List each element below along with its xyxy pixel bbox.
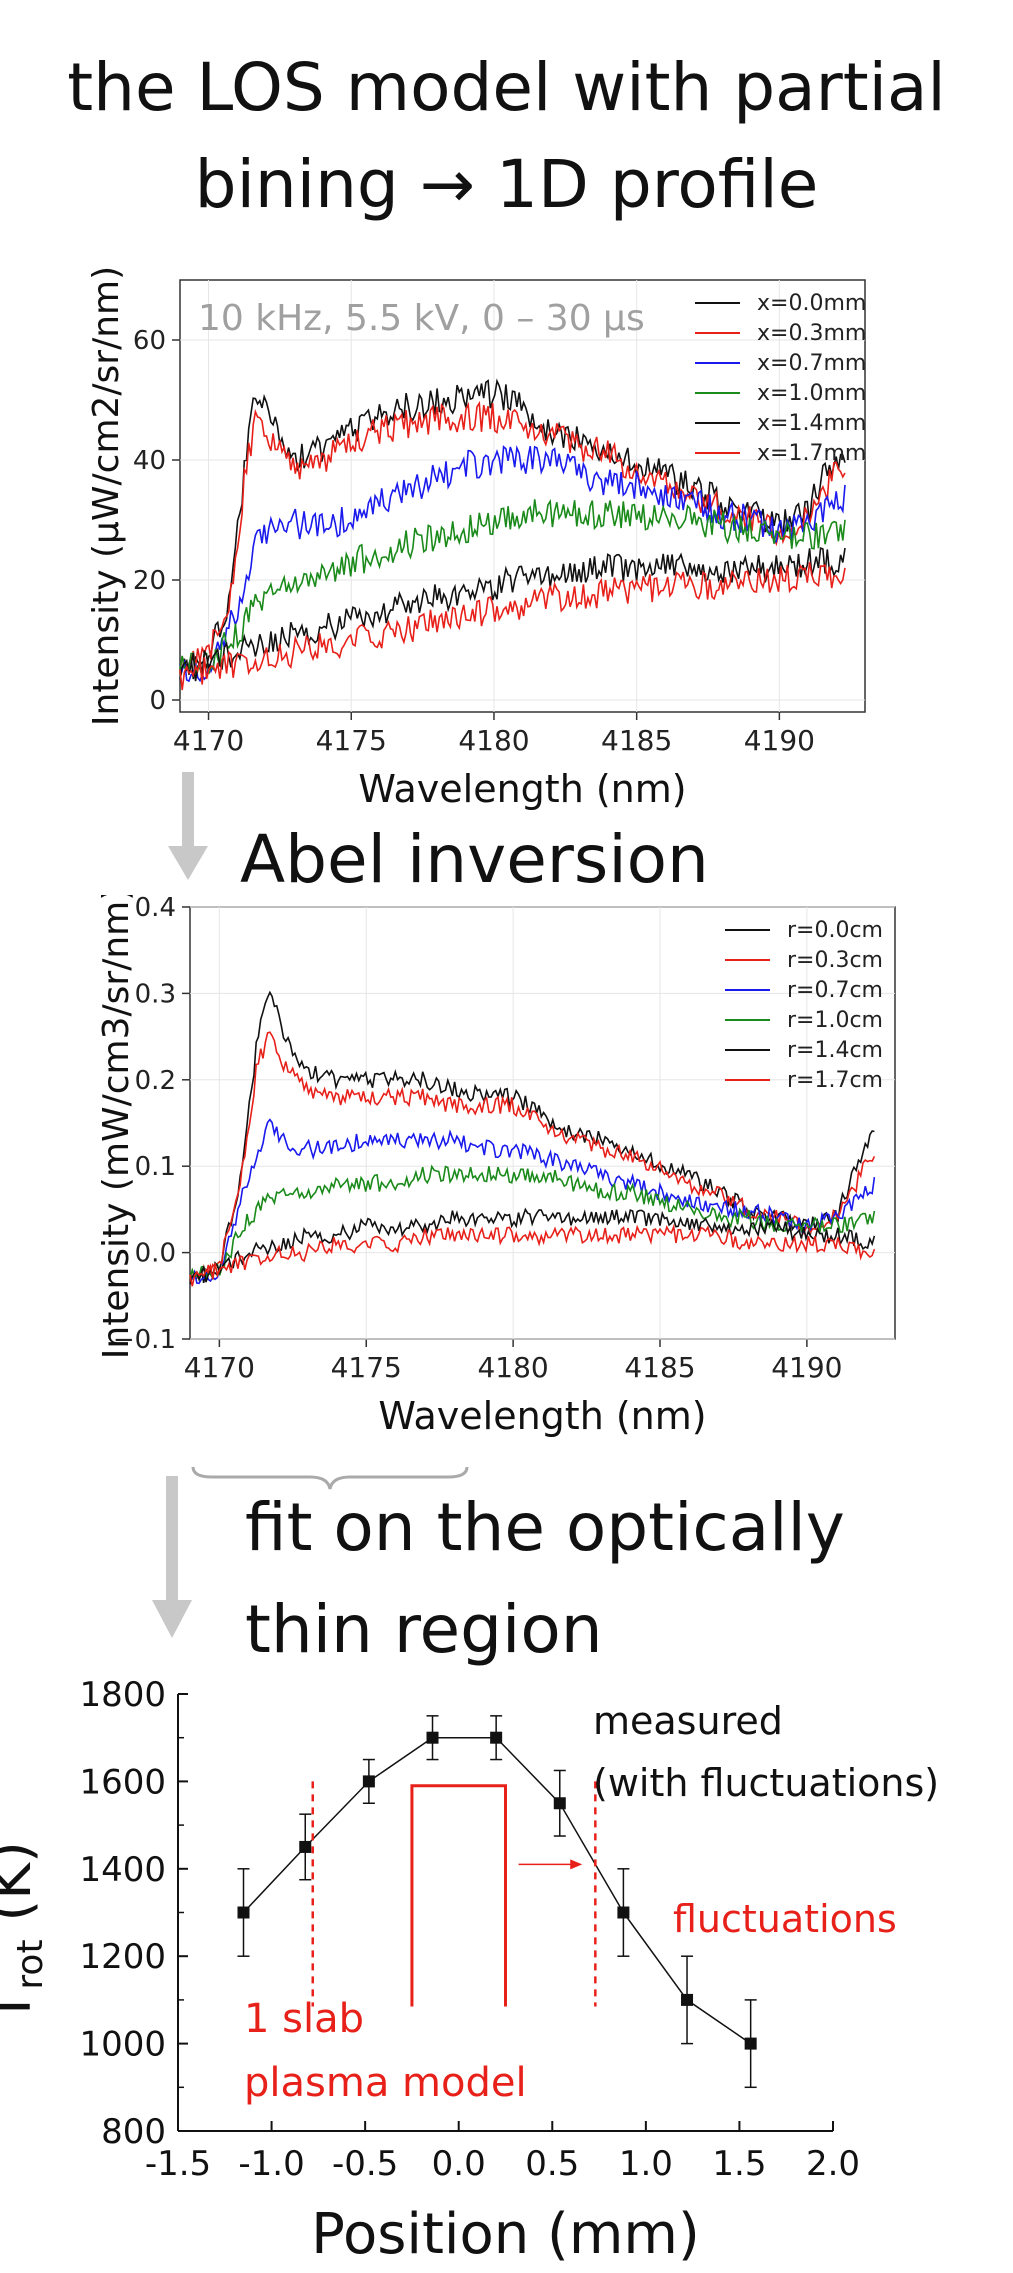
x-tick-label: 4190 xyxy=(771,1351,842,1384)
x-tick-label: -1.5 xyxy=(145,2144,211,2184)
data-point xyxy=(744,2037,757,2050)
x-tick-label: 4180 xyxy=(458,724,529,757)
measured-label-2: (with fluctuations) xyxy=(593,1761,939,1805)
series-line xyxy=(189,990,875,1285)
legend-label: r=1.7cm xyxy=(787,1068,883,1093)
legend-label: r=1.4cm xyxy=(787,1038,883,1063)
condition-annotation: 10 kHz, 5.5 kV, 0 – 30 μs xyxy=(198,298,645,339)
x-tick-label: 0.5 xyxy=(525,2144,579,2184)
legend-label: r=0.3cm xyxy=(787,948,883,973)
y-tick-label: 1400 xyxy=(79,1850,166,1890)
arrow-head-icon xyxy=(570,1859,583,1870)
legend-label: x=1.7mm xyxy=(757,441,866,466)
data-point xyxy=(681,1993,694,2006)
abel-inversion-label: Abel inversion xyxy=(240,821,709,898)
y-tick-label: 60 xyxy=(133,326,166,356)
y-tick-label: 0.3 xyxy=(135,979,176,1009)
y-tick-label: 0.1 xyxy=(135,1152,176,1182)
y-tick-label: 0.0 xyxy=(135,1239,176,1269)
y-axis-label-sub: rot xyxy=(10,1939,51,1989)
x-tick-label: 4175 xyxy=(331,1351,402,1384)
data-point xyxy=(490,1731,503,1744)
x-tick-label: 4185 xyxy=(601,724,672,757)
series-line xyxy=(179,499,846,677)
legend-label: x=1.4mm xyxy=(757,411,866,436)
x-tick-label: 4190 xyxy=(744,724,815,757)
rotational-temperature-chart: -1.5 -1.0 -0.5 0.0 0.5 1.0 1.5 2.0 800 1000 1200 14… xyxy=(0,1675,939,2267)
legend-label: x=0.3mm xyxy=(757,321,866,346)
x-tick-label: 4170 xyxy=(173,724,244,757)
y-tick-label: 800 xyxy=(101,2112,166,2152)
measured-label-1: measured xyxy=(593,1699,783,1743)
data-point xyxy=(299,1840,312,1853)
legend-label: r=0.7cm xyxy=(787,978,883,1003)
y-tick-label: −0.1 xyxy=(113,1325,176,1355)
y-axis-label-main: T xyxy=(0,1989,44,2025)
title-line-2: bining → 1D profile xyxy=(194,146,819,223)
y-tick-label: 0 xyxy=(149,686,166,716)
x-tick-label: -1.0 xyxy=(238,2144,304,2184)
fit-label-line-1: fit on the optically xyxy=(245,1489,845,1566)
y-tick-label: 1000 xyxy=(79,2025,166,2065)
legend-label: x=0.7mm xyxy=(757,351,866,376)
legend-label: r=0.0cm xyxy=(787,918,883,943)
region-bracket xyxy=(191,1466,469,1490)
x-tick-label: -0.5 xyxy=(332,2144,398,2184)
fit-label-line-2: thin region xyxy=(245,1591,603,1668)
y-tick-label: 1800 xyxy=(79,1675,166,1715)
series-line xyxy=(189,1223,876,1287)
x-axis-label: Position (mm) xyxy=(311,2202,700,2267)
y-tick-label: 0.2 xyxy=(135,1066,176,1096)
series-line xyxy=(179,562,846,691)
y-axis-label: Intensity (μW/cm2/sr/nm) xyxy=(86,268,127,726)
plot-area xyxy=(179,279,866,713)
legend-label: x=0.0mm xyxy=(757,291,866,316)
y-axis-label: Trot (K) xyxy=(0,1841,51,2025)
down-arrow-icon xyxy=(152,1476,192,1638)
legend-label: r=1.0cm xyxy=(787,1008,883,1033)
legend-label: x=1.0mm xyxy=(757,381,866,406)
abel-inverted-spectrum-chart: 4170 4175 4180 4185 4190 −0.1 0.0 0.1 0.2 0.3 0.4 W… xyxy=(96,895,896,1438)
y-tick-label: 0.4 xyxy=(135,895,176,923)
series-line xyxy=(189,1207,876,1283)
data-point xyxy=(237,1906,250,1919)
x-tick-label: 1.0 xyxy=(619,2144,673,2184)
series-line xyxy=(179,400,846,674)
down-arrow-icon xyxy=(168,772,208,880)
y-tick-label: 20 xyxy=(133,566,166,596)
y-tick-label: 1200 xyxy=(79,1937,166,1977)
x-tick-label: 2.0 xyxy=(806,2144,860,2184)
x-tick-label: 1.5 xyxy=(712,2144,766,2184)
y-tick-label: 1600 xyxy=(79,1762,166,1802)
plot-area xyxy=(189,906,896,1340)
series-line xyxy=(179,444,846,683)
data-point xyxy=(426,1731,439,1744)
x-tick-label: 0.0 xyxy=(432,2144,486,2184)
data-point xyxy=(617,1906,630,1919)
y-axis-label: Intensity (mW/cm3/sr/nm) xyxy=(96,895,137,1359)
title-line-1: the LOS model with partial xyxy=(67,49,946,126)
data-point xyxy=(553,1797,566,1810)
slab-label-2: plasma model xyxy=(244,2060,527,2106)
los-spectrum-chart: 4170 4175 4180 4185 4190 0 20 40 60 Wavelength (n… xyxy=(86,268,866,811)
fluctuations-label: fluctuations xyxy=(673,1897,897,1941)
x-axis-label: Wavelength (nm) xyxy=(378,1394,706,1438)
slab-model-profile xyxy=(410,1784,507,2007)
slab-label-1: 1 slab xyxy=(244,1996,364,2042)
series-line xyxy=(189,1031,876,1281)
series-line xyxy=(179,547,846,682)
data-point xyxy=(362,1775,375,1788)
y-axis-label-unit: (K) xyxy=(0,1841,44,1939)
x-tick-label: 4170 xyxy=(184,1351,255,1384)
x-tick-label: 4185 xyxy=(624,1351,695,1384)
x-tick-label: 4175 xyxy=(316,724,387,757)
series-line xyxy=(189,1164,876,1281)
y-tick-label: 40 xyxy=(133,446,166,476)
series-line xyxy=(179,378,846,680)
x-tick-label: 4180 xyxy=(477,1351,548,1384)
x-axis-label: Wavelength (nm) xyxy=(358,767,686,811)
